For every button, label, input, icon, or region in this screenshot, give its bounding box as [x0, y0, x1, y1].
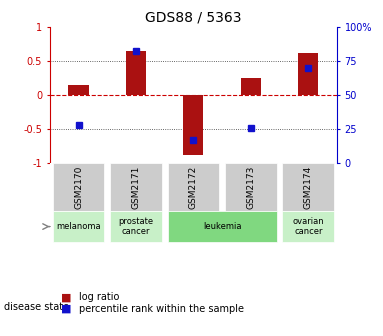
Text: GSM2171: GSM2171: [131, 166, 141, 209]
FancyBboxPatch shape: [52, 211, 104, 242]
Text: melanoma: melanoma: [56, 222, 101, 231]
Bar: [183, 95, 203, 155]
Bar: [126, 51, 146, 95]
Title: GDS88 / 5363: GDS88 / 5363: [145, 10, 242, 24]
FancyBboxPatch shape: [282, 211, 334, 242]
Text: ovarian
cancer: ovarian cancer: [293, 217, 324, 236]
FancyBboxPatch shape: [110, 211, 162, 242]
Text: ■: ■: [61, 304, 72, 314]
Text: GSM2174: GSM2174: [304, 166, 313, 209]
Text: log ratio: log ratio: [79, 292, 119, 302]
Text: GSM2172: GSM2172: [189, 166, 198, 209]
Bar: [298, 53, 318, 95]
FancyBboxPatch shape: [110, 163, 162, 211]
FancyBboxPatch shape: [52, 163, 104, 211]
FancyBboxPatch shape: [168, 211, 277, 242]
Text: prostate
cancer: prostate cancer: [118, 217, 154, 236]
Text: disease state: disease state: [4, 302, 69, 312]
FancyBboxPatch shape: [168, 163, 219, 211]
FancyBboxPatch shape: [225, 163, 277, 211]
Text: GSM2173: GSM2173: [246, 166, 255, 209]
FancyBboxPatch shape: [282, 163, 334, 211]
Bar: [69, 85, 88, 95]
Text: leukemia: leukemia: [203, 222, 241, 231]
Text: percentile rank within the sample: percentile rank within the sample: [79, 304, 244, 314]
Text: GSM2170: GSM2170: [74, 166, 83, 209]
Bar: [241, 78, 261, 95]
Text: ■: ■: [61, 292, 72, 302]
